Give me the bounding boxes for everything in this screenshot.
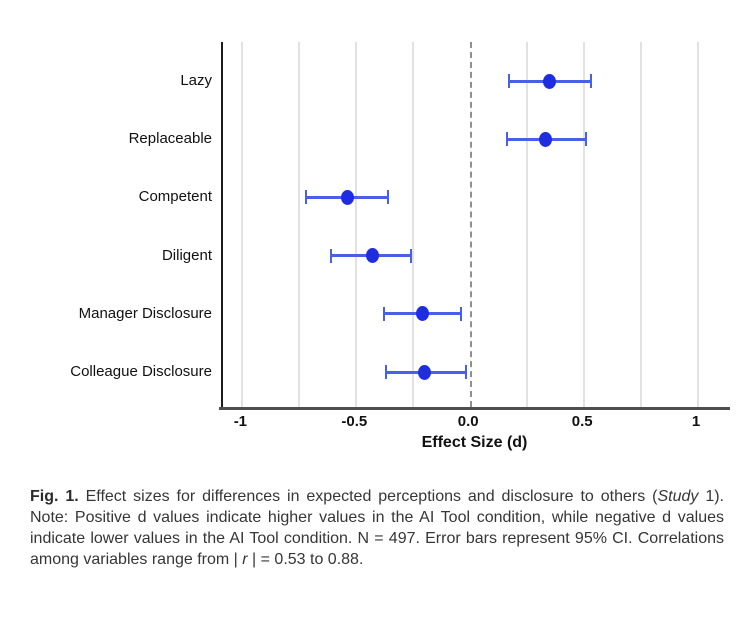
effect-size-point xyxy=(340,189,354,205)
effect-size-point xyxy=(543,73,557,89)
category-label: Colleague Disclosure xyxy=(70,363,212,380)
x-axis-tick-labels: -1 -0.5 0.0 0.5 1 xyxy=(221,413,728,431)
ci-cap xyxy=(590,74,592,88)
caption-text-3: | = 0.53 to 0.88. xyxy=(247,551,364,568)
x-tick-label: -1 xyxy=(233,413,248,430)
gridline xyxy=(526,42,529,407)
ci-cap xyxy=(464,365,467,379)
x-tick-label: 1 xyxy=(691,413,701,430)
x-axis-line xyxy=(219,407,730,410)
ci-cap xyxy=(384,365,387,379)
ci-cap xyxy=(382,306,385,321)
y-axis-category-labels: Lazy Replaceable Competent Diligent Manager … xyxy=(0,42,212,407)
gridline xyxy=(298,42,301,407)
ci-cap xyxy=(330,248,333,263)
ci-cap xyxy=(505,132,508,147)
caption-text-2: 1). Note: Positive d values indicate hig… xyxy=(30,488,724,568)
x-axis-title: Effect Size (d) xyxy=(421,434,528,451)
figure-caption: Fig. 1. Effect sizes for differences in … xyxy=(30,486,724,570)
ci-cap xyxy=(507,74,510,88)
x-tick-label: -0.5 xyxy=(341,413,368,430)
gridline xyxy=(412,42,415,407)
ci-cap xyxy=(305,190,308,205)
ci-cap xyxy=(460,306,463,321)
gridline xyxy=(583,42,586,407)
category-label: Lazy xyxy=(180,72,212,89)
effect-size-point xyxy=(415,306,429,322)
caption-study-italic: Study xyxy=(657,488,699,505)
effect-size-point xyxy=(538,131,552,147)
category-label: Competent xyxy=(138,188,212,206)
forest-plot-area xyxy=(221,42,728,407)
effect-size-point xyxy=(365,248,379,264)
x-tick-label: 0.0 xyxy=(457,413,479,430)
gridline xyxy=(241,42,244,407)
gridline xyxy=(355,42,358,407)
gridline xyxy=(640,42,643,407)
ci-cap xyxy=(585,132,588,147)
figure-caption-label: Fig. 1. xyxy=(30,488,79,505)
zero-reference-line xyxy=(470,42,473,407)
category-label: Manager Disclosure xyxy=(78,304,212,322)
category-label: Diligent xyxy=(161,246,212,264)
x-tick-label: 0.5 xyxy=(571,413,593,430)
ci-cap xyxy=(409,248,412,263)
category-label: Replaceable xyxy=(128,130,212,148)
ci-cap xyxy=(387,190,390,205)
caption-text-1: Effect sizes for differences in expected… xyxy=(78,488,658,505)
effect-size-point xyxy=(418,364,432,380)
caption-r-italic: r xyxy=(242,551,248,568)
gridline xyxy=(697,42,700,407)
